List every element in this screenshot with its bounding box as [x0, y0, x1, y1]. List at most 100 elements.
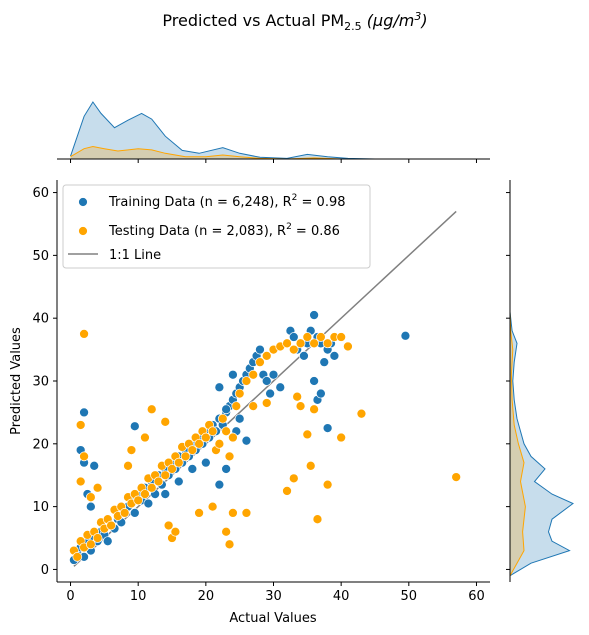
testing-point	[248, 401, 259, 411]
training-point	[228, 369, 238, 380]
y-ticks: 0 10 20 30 40 50 60	[32, 186, 57, 578]
testing-point	[207, 426, 218, 437]
legend-line-label: 1:1 Line	[109, 248, 161, 263]
testing-point	[309, 404, 319, 415]
testing-point	[255, 357, 265, 368]
training-point	[214, 479, 225, 490]
testing-point	[187, 445, 198, 455]
x-tick-label: 50	[401, 589, 418, 604]
testing-point	[75, 476, 86, 487]
testing-point	[75, 420, 86, 430]
marginal-y-training-curve	[509, 311, 574, 577]
testing-point	[322, 338, 333, 349]
training-point	[309, 376, 319, 386]
testing-point	[228, 432, 238, 443]
training-point	[221, 464, 231, 474]
y-tick-label: 20	[32, 437, 49, 452]
testing-point	[288, 473, 299, 484]
training-point	[265, 388, 275, 399]
testing-point	[119, 508, 130, 518]
y-tick-label: 60	[32, 186, 49, 201]
y-axis-label: Predicted Values	[9, 327, 24, 435]
x-tick-label: 30	[265, 589, 282, 604]
training-point	[200, 457, 211, 468]
marginal-x-testing-fill	[70, 146, 342, 159]
testing-point	[217, 413, 228, 424]
legend-training-marker	[78, 197, 88, 207]
y-tick-label: 50	[32, 249, 49, 264]
legend-testing-label: Testing Data (n = 2,083), R2 = 0.86	[108, 222, 340, 239]
testing-point	[309, 338, 319, 349]
testing-point	[140, 489, 150, 499]
testing-points	[69, 329, 462, 562]
training-point	[288, 332, 299, 342]
training-point	[309, 310, 319, 320]
testing-point	[224, 539, 235, 550]
testing-point	[180, 451, 191, 462]
training-point	[319, 357, 330, 368]
testing-point	[228, 508, 238, 518]
testing-point	[170, 526, 181, 537]
y-tick-label: 30	[32, 375, 49, 390]
training-point	[102, 536, 113, 547]
testing-point	[316, 332, 326, 342]
training-point	[322, 423, 333, 433]
testing-point	[85, 492, 96, 503]
training-point	[129, 508, 140, 518]
testing-point	[241, 508, 252, 518]
one-to-one-line-layer	[73, 210, 457, 567]
testing-point	[194, 438, 204, 449]
testing-point	[302, 429, 313, 440]
testing-point	[194, 508, 204, 518]
training-point	[160, 489, 171, 499]
training-point	[221, 404, 231, 415]
training-point	[261, 376, 272, 386]
training-point	[234, 413, 245, 424]
training-point	[89, 460, 100, 471]
testing-point	[160, 470, 171, 481]
testing-point	[292, 391, 303, 402]
training-point	[173, 476, 184, 487]
testing-point	[231, 401, 242, 411]
testing-point	[302, 332, 313, 342]
testing-point	[92, 482, 103, 493]
testing-point	[92, 533, 103, 543]
testing-point	[248, 369, 259, 380]
x-tick-label: 10	[130, 589, 147, 604]
testing-point	[295, 401, 306, 411]
x-tick-label: 40	[333, 589, 350, 604]
training-point	[255, 344, 265, 355]
marginal-y-density	[506, 180, 574, 582]
testing-point	[224, 451, 235, 462]
testing-point	[234, 388, 245, 399]
marginal-y-testing-curve	[509, 311, 526, 576]
training-point	[187, 464, 198, 474]
testing-point	[123, 460, 133, 471]
training-point	[241, 435, 252, 446]
marginal-y-testing-fill	[510, 311, 526, 576]
x-tick-label: 60	[468, 589, 485, 604]
x-ticks: 0 10 20 30 40 50 60	[66, 582, 485, 604]
testing-point	[305, 460, 316, 471]
legend-training-label: Training Data (n = 6,248), R2 = 0.98	[108, 193, 346, 210]
training-point	[214, 382, 225, 393]
testing-point	[126, 445, 137, 455]
marginal-x-density	[57, 101, 490, 163]
testing-point	[79, 451, 89, 462]
y-tick-label: 40	[32, 312, 49, 327]
testing-point	[163, 520, 174, 531]
one-to-one-line	[73, 210, 457, 567]
testing-point	[261, 351, 272, 361]
training-point	[268, 369, 279, 380]
x-tick-label: 20	[198, 589, 215, 604]
testing-point	[106, 520, 116, 531]
y-tick-label: 0	[41, 563, 49, 578]
testing-point	[221, 426, 231, 437]
testing-point	[336, 432, 347, 443]
training-point	[129, 421, 140, 432]
testing-point	[312, 514, 323, 525]
y-tick-label: 10	[32, 500, 49, 515]
testing-point	[241, 376, 252, 386]
testing-point	[451, 472, 462, 482]
